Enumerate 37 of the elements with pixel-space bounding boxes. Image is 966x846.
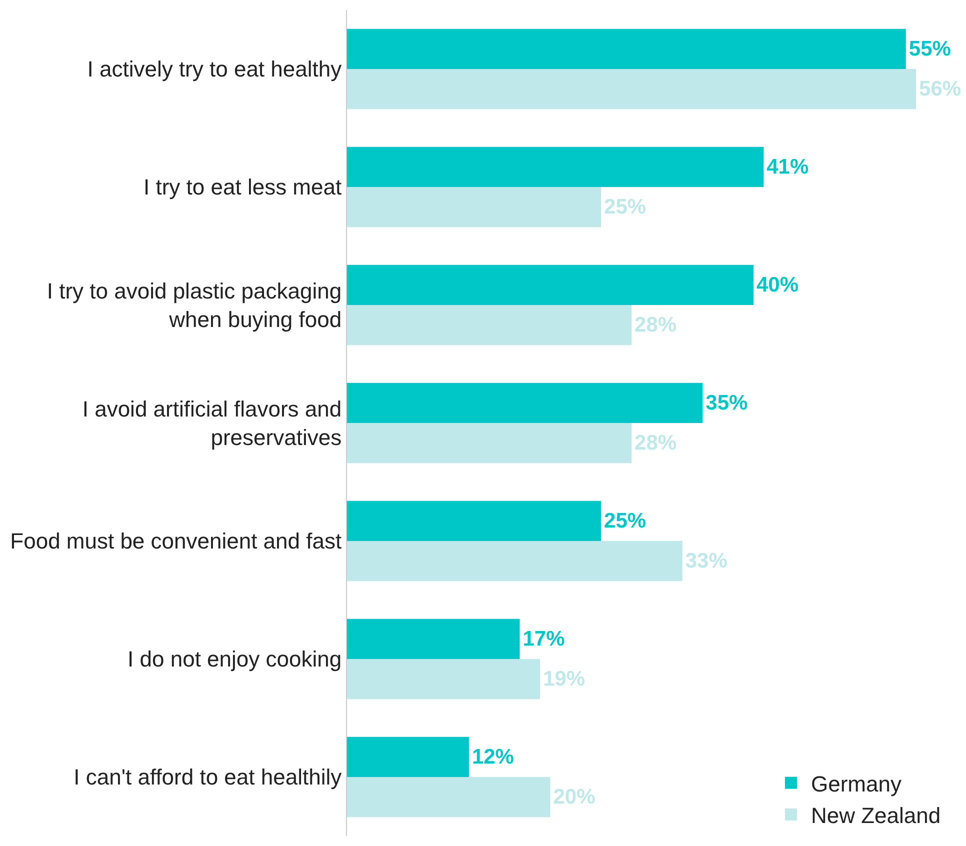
bar (347, 305, 632, 346)
bar (347, 28, 906, 69)
bar (347, 187, 602, 228)
data-label: 41% (766, 155, 809, 178)
data-label: 40% (756, 273, 799, 296)
bar (347, 736, 469, 777)
y-tick-label: I can't afford to eat healthily (74, 764, 342, 790)
bar (347, 382, 703, 423)
data-label: 12% (472, 745, 514, 768)
data-label: 25% (604, 509, 646, 532)
data-label: 55% (908, 37, 952, 60)
bar (347, 500, 602, 541)
y-tick-label: I try to eat less meat (144, 174, 342, 200)
bar (347, 146, 764, 187)
data-label: 19% (543, 668, 586, 691)
y-tick-label: I avoid artificial flavors and preservatives (82, 396, 342, 450)
bar (347, 618, 520, 659)
data-label: 20% (553, 786, 596, 809)
legend-label: Germany (811, 771, 902, 796)
y-tick-label: I try to avoid plastic packaging when buying food (46, 278, 342, 332)
data-label: 33% (685, 550, 728, 573)
bar (347, 423, 632, 464)
bar (347, 264, 754, 305)
data-label: 17% (522, 627, 566, 650)
y-tick-label: Food must be convenient and fast (10, 528, 342, 554)
bar (347, 777, 550, 818)
data-label: 25% (604, 196, 646, 219)
data-label: 28% (634, 432, 677, 455)
y-tick-label: I do not enjoy cooking (128, 646, 342, 672)
data-label: 28% (634, 314, 677, 337)
data-label: 35% (706, 391, 748, 414)
legend-label: New Zealand (811, 802, 941, 828)
bar (347, 659, 540, 700)
bar (347, 541, 682, 582)
y-tick-label: I actively try to eat healthy (87, 56, 342, 82)
bar (347, 69, 916, 110)
data-label: 56% (919, 78, 962, 101)
